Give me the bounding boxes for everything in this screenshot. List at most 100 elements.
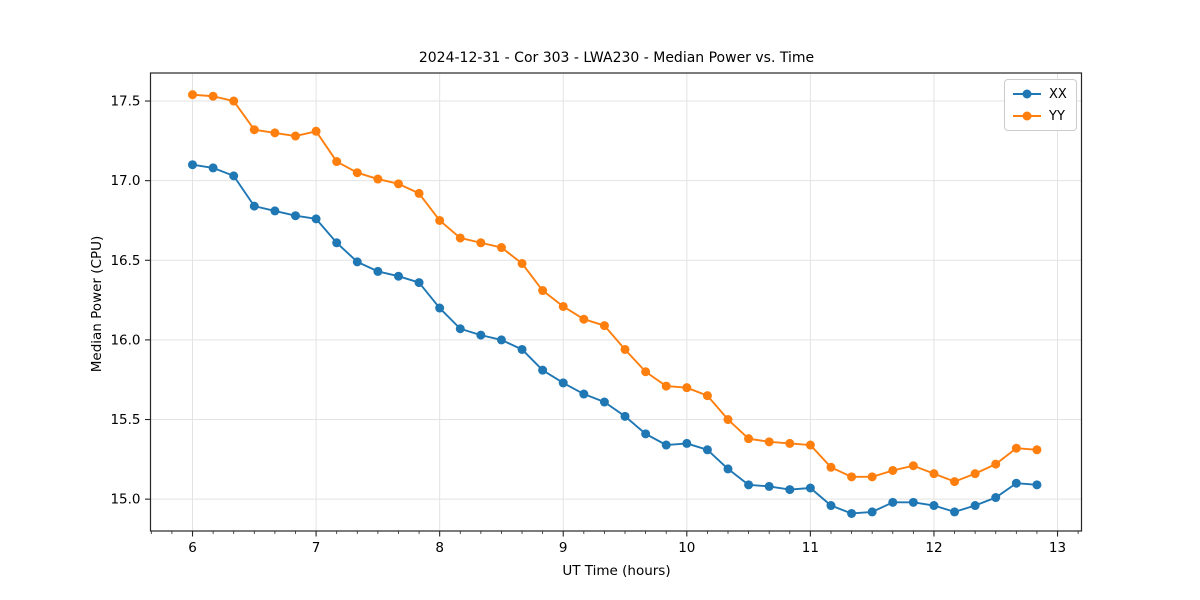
data-point [208, 91, 218, 101]
legend-item-yy: YY [1012, 107, 1067, 125]
y-tick-label: 15.0 [110, 492, 140, 508]
data-point [517, 344, 527, 354]
data-point [661, 440, 671, 450]
data-point [476, 330, 486, 340]
data-point [620, 344, 630, 354]
data-point [682, 383, 692, 393]
legend-label: XX [1049, 86, 1067, 102]
data-point [496, 335, 506, 345]
data-point [826, 501, 836, 511]
data-point [311, 214, 321, 224]
data-point [1032, 445, 1042, 455]
data-point [208, 163, 218, 173]
legend-item-xx: XX [1012, 85, 1067, 103]
data-point [579, 389, 589, 399]
series-yy [188, 90, 1042, 487]
data-point [270, 128, 280, 138]
data-point [270, 206, 280, 216]
data-point [723, 415, 733, 425]
data-point [888, 497, 898, 507]
axis-ticks [145, 100, 1079, 537]
data-point [352, 257, 362, 267]
x-tick-label: 7 [312, 540, 321, 556]
data-point [455, 233, 465, 243]
data-point [764, 437, 774, 447]
data-point [290, 211, 300, 221]
data-point [188, 90, 198, 100]
series-xx [188, 160, 1042, 518]
data-point [229, 96, 239, 106]
y-axis-label-text: Median Power (CPU) [89, 235, 105, 373]
data-point [517, 258, 527, 268]
data-point [620, 411, 630, 421]
data-point [496, 243, 506, 253]
data-point [826, 462, 836, 472]
y-tick-label: 16.5 [110, 253, 140, 269]
data-point [249, 125, 259, 135]
data-point [929, 469, 939, 479]
y-tick-label: 15.5 [110, 412, 140, 428]
data-point [538, 365, 548, 375]
plot-border [149, 72, 1083, 532]
data-point [599, 321, 609, 331]
data-point [373, 174, 383, 184]
data-point [867, 472, 877, 482]
data-point [950, 507, 960, 517]
data-point [764, 481, 774, 491]
data-point [476, 238, 486, 248]
data-point [950, 477, 960, 487]
data-point [188, 160, 198, 170]
data-point [1011, 478, 1021, 488]
data-point [435, 215, 445, 225]
data-point [579, 314, 589, 324]
y-tick-label: 17.5 [110, 94, 140, 110]
x-tick-label: 12 [925, 540, 942, 556]
y-tick-label: 17.0 [110, 173, 140, 189]
x-tick-label: 9 [559, 540, 568, 556]
data-point [682, 438, 692, 448]
data-point [888, 465, 898, 475]
data-point [970, 501, 980, 511]
chart-title: 2024-12-31 - Cor 303 - LWA230 - Median P… [418, 50, 815, 66]
data-point [352, 168, 362, 178]
legend-line-marker-icon [1013, 89, 1041, 99]
data-point [805, 483, 815, 493]
data-point [908, 461, 918, 471]
data-point [538, 286, 548, 296]
data-point [785, 485, 795, 495]
data-point [558, 378, 568, 388]
grid [150, 73, 1082, 531]
data-point [702, 391, 712, 401]
data-point [414, 188, 424, 198]
data-point [970, 469, 980, 479]
data-point [785, 438, 795, 448]
data-point [805, 440, 815, 450]
x-tick-label: 10 [678, 540, 695, 556]
data-point [847, 508, 857, 518]
data-point [847, 472, 857, 482]
data-point [702, 445, 712, 455]
x-axis-label: UT Time (hours) [562, 563, 671, 579]
data-point [599, 397, 609, 407]
data-point [393, 179, 403, 189]
data-point [1032, 480, 1042, 490]
data-point [908, 497, 918, 507]
data-point [311, 126, 321, 136]
data-point [991, 459, 1001, 469]
data-point [435, 303, 445, 313]
y-tick-label: 16.0 [110, 332, 140, 348]
x-tick-label: 6 [188, 540, 197, 556]
data-point [373, 266, 383, 276]
data-point [929, 501, 939, 511]
x-tick-label: 11 [802, 540, 819, 556]
data-point [641, 367, 651, 377]
data-point [414, 278, 424, 288]
data-point [455, 324, 465, 334]
data-point [1011, 443, 1021, 453]
data-point [661, 381, 671, 391]
x-tick-label: 8 [435, 540, 444, 556]
data-point [744, 480, 754, 490]
data-point [744, 434, 754, 444]
